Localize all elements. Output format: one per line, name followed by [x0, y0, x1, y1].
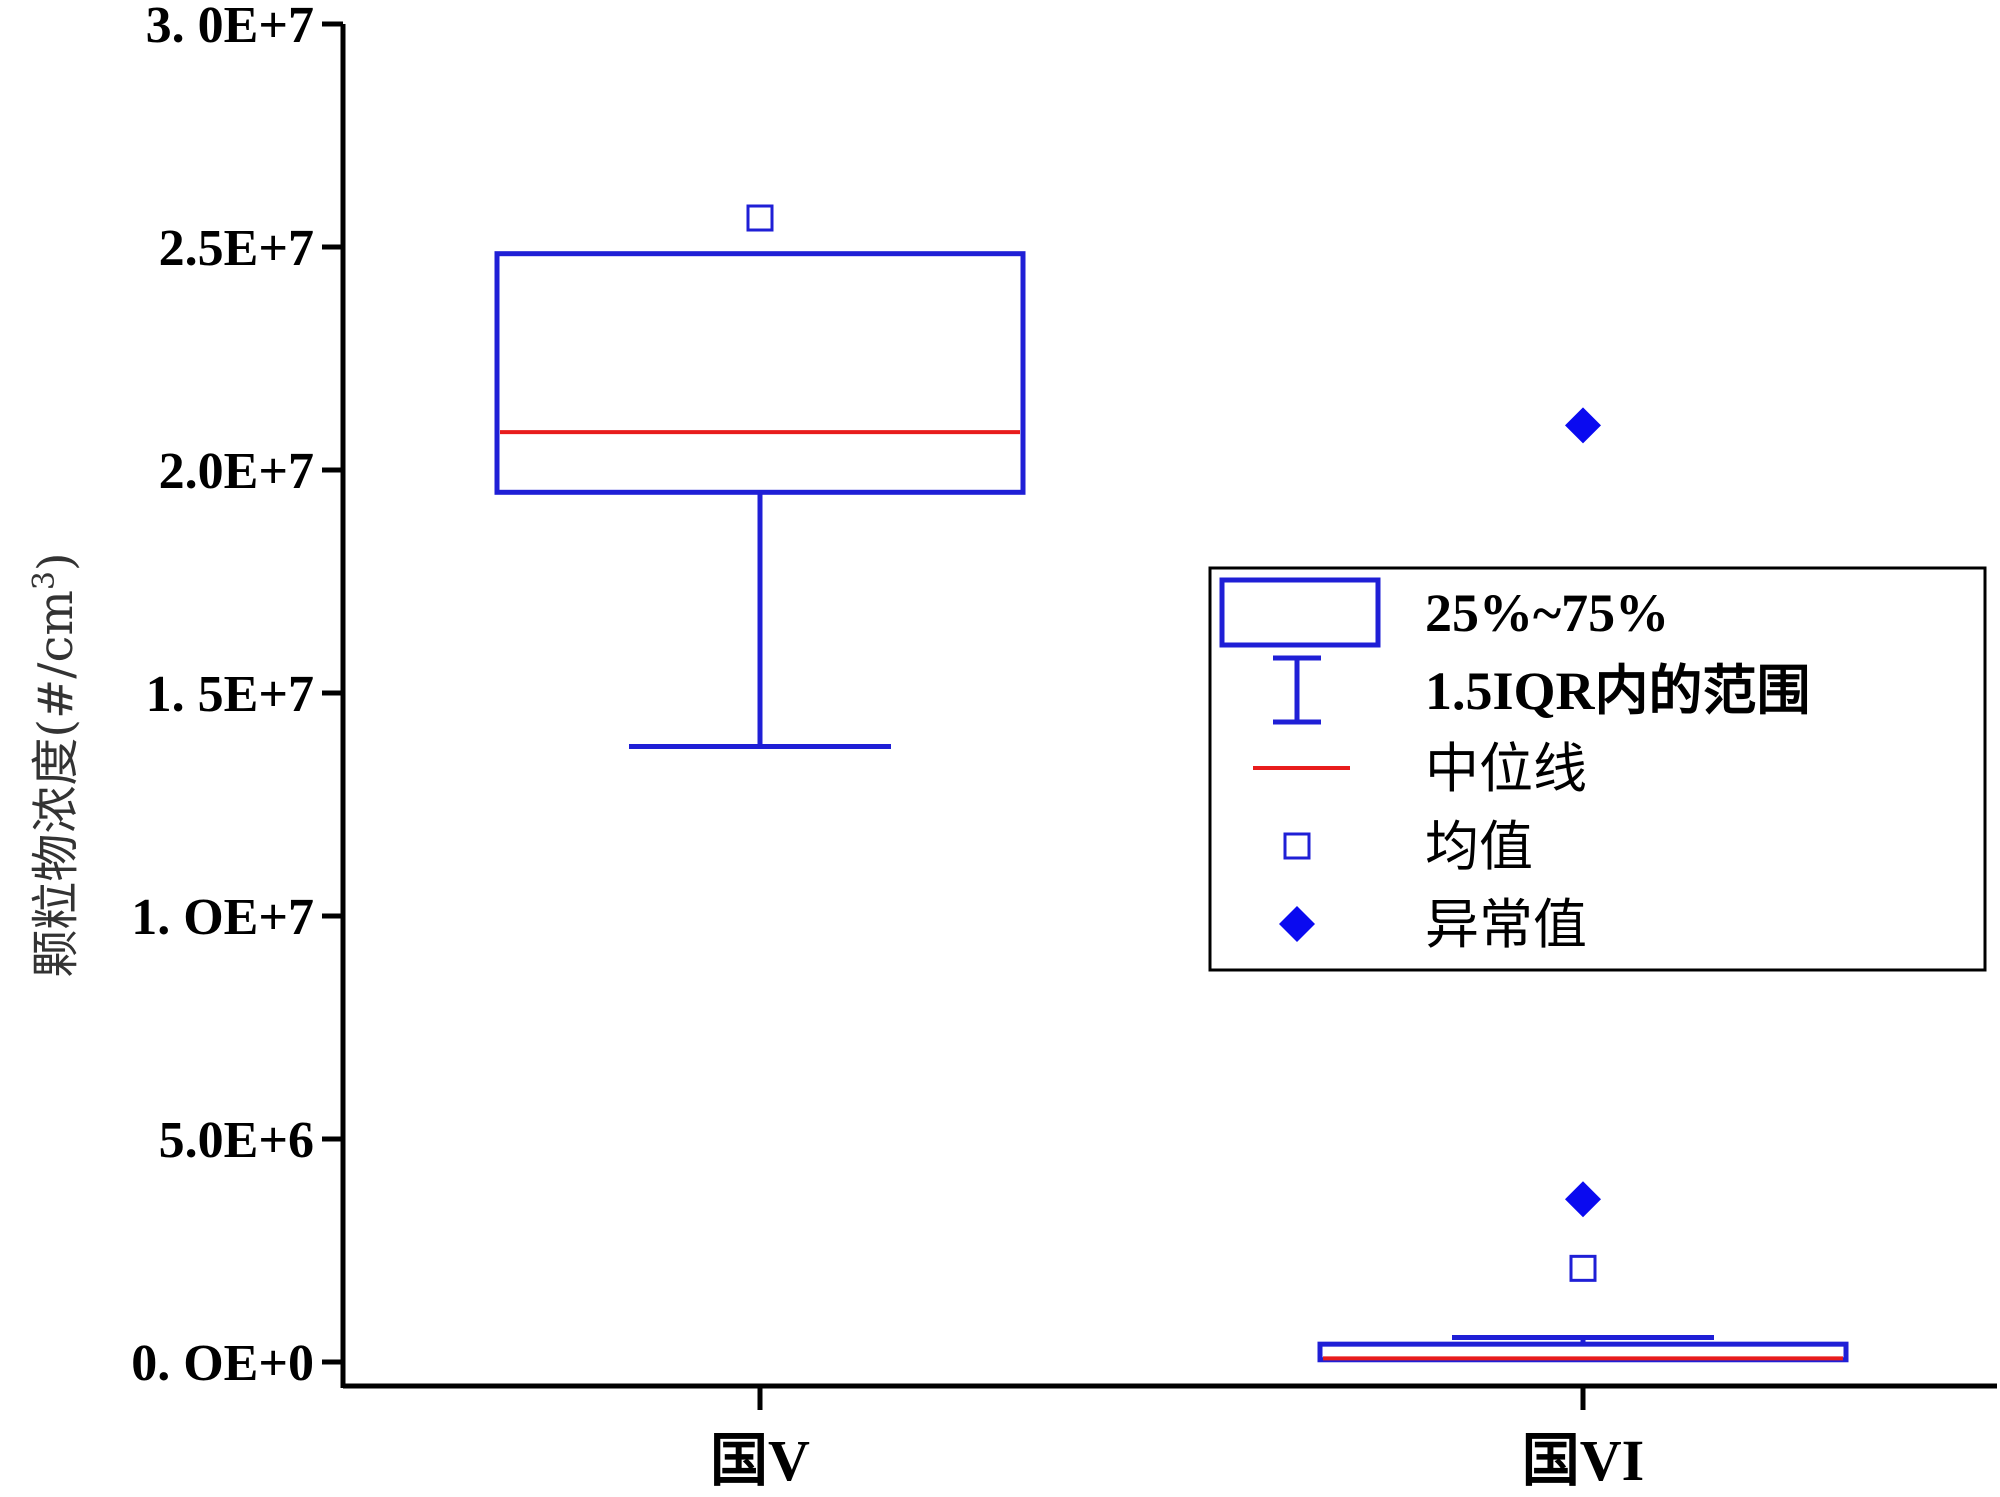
outlier-marker	[1565, 407, 1601, 444]
y-axis-label-close: )	[28, 552, 84, 571]
legend-label: 1.5IQR内的范围	[1425, 661, 1811, 721]
legend-label: 异常值	[1425, 893, 1587, 956]
legend-label: 均值	[1425, 815, 1533, 878]
legend-item-mean: 均值	[1283, 815, 1533, 878]
legend-item-box: 25%~75%	[1219, 577, 1669, 648]
legend-mean-swatch	[1283, 832, 1311, 860]
box-group	[1317, 407, 1849, 1363]
y-tick-label: 1. OE+7	[131, 889, 314, 946]
y-tick-label: 1. 5E+7	[146, 666, 314, 723]
mean-marker	[746, 204, 774, 232]
mean-marker	[1569, 1254, 1597, 1282]
legend-item-median: 中位线	[1253, 737, 1587, 800]
y-tick-label: 3. 0E+7	[146, 0, 314, 54]
x-ticks: 国V 国VI	[710, 1388, 1644, 1493]
y-tick-label: 2.0E+7	[159, 443, 314, 500]
outlier-marker	[1565, 1181, 1601, 1218]
x-tick-label: 国VI	[1522, 1428, 1644, 1493]
legend-box-swatch	[1219, 577, 1381, 648]
x-tick-label: 国V	[710, 1428, 810, 1493]
y-tick-label: 0. OE+0	[131, 1335, 314, 1392]
y-axis-label: 颗粒物浓度(#/cm3)	[27, 552, 84, 977]
y-ticks: 0. OE+0 5.0E+6 1. OE+7 1. 5E+7 2.0E+7 2.5E+7 3…	[131, 0, 343, 1392]
y-tick-label: 2.5E+7	[159, 220, 314, 277]
legend-label: 中位线	[1425, 737, 1587, 800]
plot-area	[494, 204, 1849, 1363]
legend-outlier-swatch	[1279, 906, 1315, 942]
legend-label: 25%~75%	[1425, 583, 1669, 643]
legend-item-outlier: 异常值	[1279, 893, 1587, 956]
iqr-box	[494, 251, 1026, 495]
axes	[340, 24, 1997, 1389]
y-tick-label: 5.0E+6	[159, 1112, 314, 1169]
legend-item-whisker: 1.5IQR内的范围	[1273, 655, 1811, 725]
box-group	[494, 204, 1026, 750]
y-axis-label-superscript: 3	[27, 571, 62, 590]
y-axis-label-main: 颗粒物浓度(#/cm	[28, 590, 84, 978]
